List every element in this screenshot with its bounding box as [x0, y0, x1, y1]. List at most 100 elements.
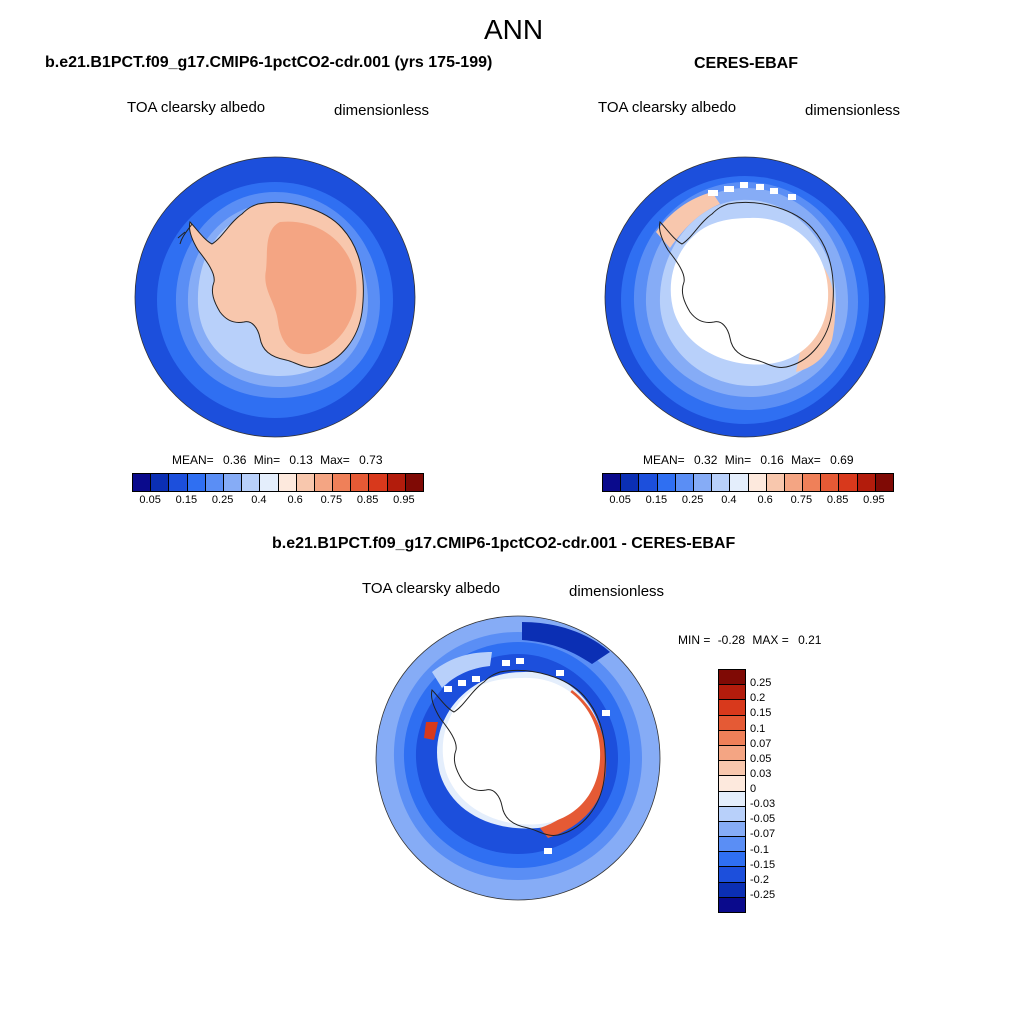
colorbar-tick-label: 0.15 — [175, 494, 198, 506]
colorbar-swatch — [719, 866, 745, 882]
colorbar-tick-label: 0.2 — [750, 692, 766, 705]
colorbar-swatch — [656, 474, 675, 491]
colorbar-tick-label: 0 — [750, 783, 757, 795]
colorbar-swatch — [719, 670, 745, 685]
colorbar-tick-label: 0.6 — [287, 494, 303, 506]
diff-variable-label: TOA clearsky albedo — [362, 580, 501, 597]
colorbar-swatch — [222, 474, 242, 491]
model-mean-value: 0.36 — [223, 453, 247, 467]
colorbar-tick-label: 0.75 — [790, 494, 813, 506]
colorbar-tick-label: -0.05 — [750, 813, 776, 826]
model-stats: MEAN= 0.36 Min= 0.13 Max= 0.73 — [172, 453, 383, 467]
colorbar-swatch — [603, 474, 621, 491]
colorbar-swatch — [295, 474, 314, 491]
colorbar-swatch — [692, 474, 712, 491]
colorbar-tick-label: 0.15 — [645, 494, 668, 506]
colorbar-tick-label: 0.05 — [750, 752, 772, 765]
colorbar-swatch — [802, 474, 821, 491]
obs-min-value: 0.16 — [760, 453, 784, 467]
colorbar-tick-label: 0.4 — [721, 494, 737, 506]
colorbar-tick-label: 0.05 — [139, 494, 161, 506]
colorbar-swatch — [838, 474, 857, 491]
model-mean-label: MEAN= — [172, 453, 214, 467]
colorbar-swatch — [133, 474, 151, 491]
colorbar-tick-label: 0.25 — [750, 677, 772, 690]
colorbar-tick-label: 0.25 — [681, 494, 704, 506]
colorbar-swatch — [350, 474, 369, 491]
obs-units-label: dimensionless — [805, 102, 901, 119]
model-max-label: Max= — [320, 453, 350, 467]
page-title: ANN — [484, 14, 544, 45]
colorbar-tick-label: -0.2 — [750, 873, 769, 886]
colorbar-swatch — [259, 474, 278, 491]
model-min-label: Min= — [253, 453, 281, 467]
colorbar-swatch — [168, 474, 187, 491]
diff-colorbar-ticks: 0.25 0.2 0.15 0.1 0.07 0.05 0.03 0 -0.03 -0.05 -0.… — [750, 669, 800, 911]
obs-max-value: 0.69 — [830, 453, 854, 467]
diff-panel-title: b.e21.B1PCT.f09_g17.CMIP6-1pctCO2-cdr.00… — [272, 535, 736, 552]
colorbar-tick-label: 0.15 — [750, 707, 772, 720]
colorbar-swatch — [150, 474, 169, 491]
colorbar-swatch — [386, 474, 405, 491]
colorbar-tick-label: 0.25 — [211, 494, 234, 506]
diff-max-value: 0.21 — [798, 633, 822, 647]
model-colorbar — [132, 473, 424, 492]
diff-min-label: MIN = — [678, 633, 711, 647]
colorbar-swatch — [719, 699, 745, 715]
obs-panel-title: CERES-EBAF — [694, 55, 799, 72]
colorbar-tick-label: 0.85 — [356, 494, 379, 506]
colorbar-swatch — [719, 881, 745, 897]
colorbar-swatch — [719, 836, 745, 852]
diff-stats: MIN = -0.28 MAX = 0.21 — [678, 633, 821, 647]
colorbar-swatch — [186, 474, 205, 491]
model-min-value: 0.13 — [289, 453, 313, 467]
colorbar-swatch — [241, 474, 260, 491]
model-variable-label: TOA clearsky albedo — [127, 99, 266, 116]
obs-colorbar-ticks: 0.05 0.15 0.25 0.4 0.6 0.75 0.85 0.95 — [602, 494, 892, 508]
obs-min-label: Min= — [724, 453, 752, 467]
colorbar-swatch — [820, 474, 839, 491]
colorbar-swatch — [783, 474, 803, 491]
colorbar-tick-label: 0.4 — [251, 494, 267, 506]
colorbar-tick-label: 0.6 — [757, 494, 773, 506]
colorbar-swatch — [719, 760, 745, 776]
colorbar-swatch — [874, 474, 893, 491]
colorbar-swatch — [332, 474, 351, 491]
colorbar-swatch — [729, 474, 748, 491]
diff-units-label: dimensionless — [569, 583, 665, 600]
colorbar-tick-label: -0.25 — [750, 888, 776, 901]
model-map — [134, 156, 416, 438]
colorbar-swatch — [719, 775, 745, 791]
colorbar-swatch — [313, 474, 333, 491]
colorbar-tick-label: 0.75 — [320, 494, 343, 506]
model-max-value: 0.73 — [359, 453, 383, 467]
colorbar-tick-label: 0.95 — [393, 494, 415, 506]
diff-map — [375, 615, 661, 901]
diff-colorbar — [718, 669, 746, 913]
colorbar-swatch — [719, 684, 745, 700]
colorbar-swatch — [765, 474, 784, 491]
colorbar-tick-label: 0.85 — [826, 494, 849, 506]
colorbar-tick-label: 0.03 — [750, 767, 772, 780]
colorbar-swatch — [719, 851, 745, 867]
model-panel-title: b.e21.B1PCT.f09_g17.CMIP6-1pctCO2-cdr.00… — [45, 54, 493, 71]
obs-colorbar — [602, 473, 894, 492]
obs-map — [604, 156, 886, 438]
obs-stats: MEAN= 0.32 Min= 0.16 Max= 0.69 — [643, 453, 854, 467]
colorbar-tick-label: 0.07 — [750, 737, 772, 750]
obs-max-label: Max= — [791, 453, 821, 467]
model-units-label: dimensionless — [334, 102, 430, 119]
colorbar-tick-label: 0.1 — [750, 722, 766, 735]
colorbar-swatch — [620, 474, 639, 491]
colorbar-swatch — [719, 714, 745, 730]
diff-min-value: -0.28 — [717, 633, 746, 647]
colorbar-tick-label: -0.03 — [750, 798, 776, 811]
colorbar-tick-label: -0.1 — [750, 843, 769, 856]
colorbar-swatch — [719, 729, 745, 745]
colorbar-swatch — [856, 474, 875, 491]
colorbar-tick-label: -0.07 — [750, 828, 776, 841]
model-colorbar-ticks: 0.05 0.15 0.25 0.4 0.6 0.75 0.85 0.95 — [132, 494, 422, 508]
colorbar-swatch — [404, 474, 423, 491]
colorbar-swatch — [277, 474, 296, 491]
colorbar-tick-label: -0.15 — [750, 858, 776, 871]
